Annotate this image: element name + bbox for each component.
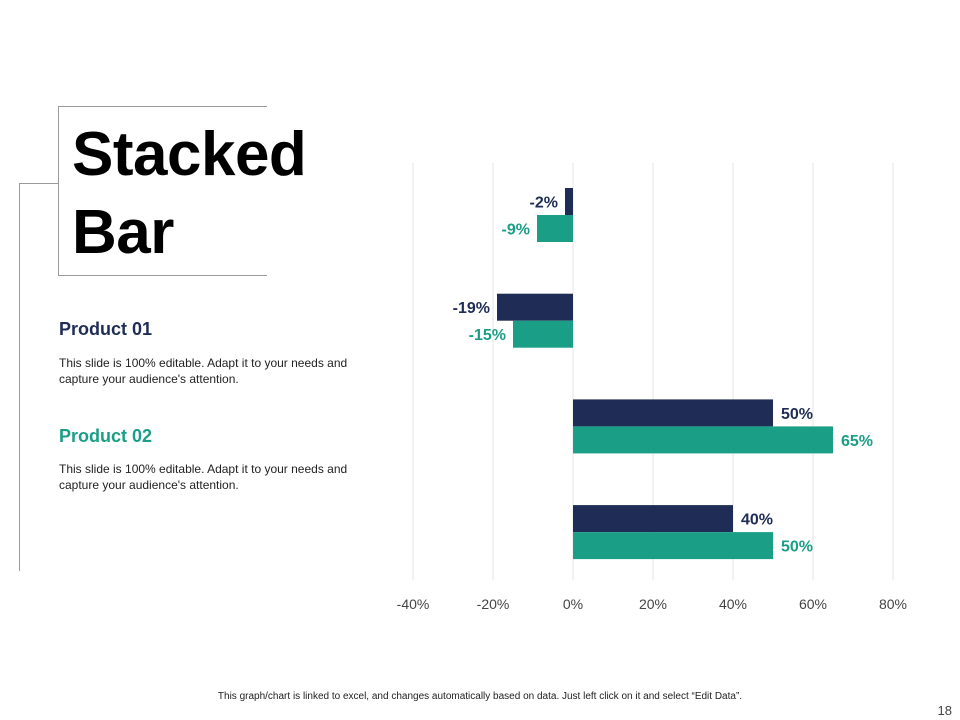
bar-2-4 [573,532,773,560]
bar-2-1 [537,215,573,242]
slide-title-line-2: Bar [72,198,174,267]
slide-title-line-1: Stacked [72,120,307,189]
product-01-title: Product 01 [59,319,153,339]
bar-2-3 [573,426,833,454]
footnote: This graph/chart is linked to excel, and… [217,691,743,702]
x-tick-label: 0% [563,596,583,612]
data-label: 40% [741,512,773,529]
data-label: 50% [781,539,813,556]
bar-2-2 [513,320,573,348]
title-box [58,106,267,276]
product-02-description: This slide is 100% editable. Adapt it to… [59,462,348,492]
bar-1-2 [497,293,573,321]
data-label: 65% [841,433,873,450]
frame-horizontal-line [19,183,58,184]
bar-1-4 [573,505,733,533]
x-tick-label: -40% [397,596,430,612]
bar-1-3 [573,399,773,427]
data-label: -2% [530,195,558,212]
bar-1-1 [565,188,573,215]
data-label: 50% [781,406,813,423]
product-02-title: Product 02 [59,426,153,446]
page-number: 18 [937,703,952,718]
x-tick-label: 20% [639,596,667,612]
x-tick-label: 60% [799,596,827,612]
x-tick-label: 40% [719,596,747,612]
product-01-description: This slide is 100% editable. Adapt it to… [59,356,348,386]
data-label: -19% [453,300,490,317]
x-tick-label: -20% [477,596,510,612]
data-label: -9% [502,222,530,239]
frame-vertical-line [19,183,20,571]
data-label: -15% [469,327,506,344]
x-tick-label: 80% [879,596,907,612]
